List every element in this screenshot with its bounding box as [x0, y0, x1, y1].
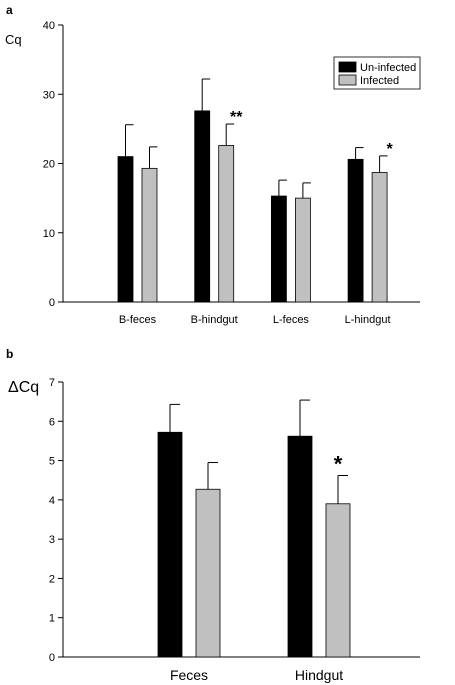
panel-b-y-ticks: 0 1 2 3 4 5 6 7 [49, 377, 63, 664]
bar [157, 431, 183, 658]
panel-a-category-labels: B-feces B-hindgut L-feces L-hindgut [119, 314, 391, 326]
y-tick-label: 6 [49, 416, 55, 428]
category-label: Feces [170, 667, 208, 683]
panel-a-error-bars [125, 78, 388, 199]
bar [270, 195, 287, 303]
category-label: L-hindgut [345, 314, 391, 326]
bar [287, 435, 313, 658]
category-label: Hindgut [295, 667, 343, 683]
panel-a-y-axis-label: Cq [5, 32, 22, 47]
bar [325, 503, 351, 658]
bar [218, 145, 235, 303]
panel-b-y-axis-label: ΔCq [8, 379, 39, 396]
y-tick-label: 1 [49, 613, 55, 625]
y-tick-label: 3 [49, 534, 55, 546]
category-label: L-feces [273, 314, 310, 326]
panel-b-axes [62, 382, 420, 658]
significance-mark: ** [230, 109, 243, 126]
significance-mark: * [386, 141, 393, 158]
y-tick-label: 4 [49, 495, 55, 507]
bar [347, 158, 364, 303]
bar [371, 172, 388, 303]
panel-a-chart: a Cq 0 10 20 30 40 B-feces B-hindgut L-feces L-… [5, 3, 421, 326]
panel-b-chart: b ΔCq 0 1 2 3 4 5 6 7 Feces Hindgut * [6, 347, 420, 683]
y-tick-label: 7 [49, 377, 55, 389]
bar [194, 110, 211, 303]
panel-a-letter: a [6, 3, 13, 17]
panel-a-bars [117, 110, 388, 303]
category-label: B-hindgut [191, 314, 238, 326]
y-tick-label: 10 [43, 228, 55, 240]
panel-b-significance-marks: * [334, 452, 343, 477]
bar [117, 156, 134, 303]
panel-a-significance-marks: *** [230, 109, 394, 158]
y-tick-label: 20 [43, 159, 55, 171]
legend-label: Infected [360, 75, 399, 87]
category-label: B-feces [119, 314, 157, 326]
y-tick-label: 40 [43, 20, 55, 32]
bar [141, 167, 158, 303]
y-tick-label: 30 [43, 89, 55, 101]
bar [195, 488, 221, 658]
panel-a-y-ticks: 0 10 20 30 40 [43, 20, 63, 309]
legend-swatch [338, 61, 357, 73]
bar [294, 197, 311, 303]
y-tick-label: 0 [49, 652, 55, 664]
y-tick-label: 0 [49, 297, 55, 309]
y-tick-label: 2 [49, 573, 55, 585]
panel-b-letter: b [6, 347, 13, 361]
panel-b-category-labels: Feces Hindgut [170, 667, 343, 683]
legend-swatch [338, 74, 357, 86]
y-tick-label: 5 [49, 456, 55, 468]
panel-b-error-bars [169, 399, 348, 504]
significance-mark: * [334, 452, 343, 477]
legend-label: Un-infected [360, 62, 416, 74]
panel-b-bars [157, 431, 351, 658]
